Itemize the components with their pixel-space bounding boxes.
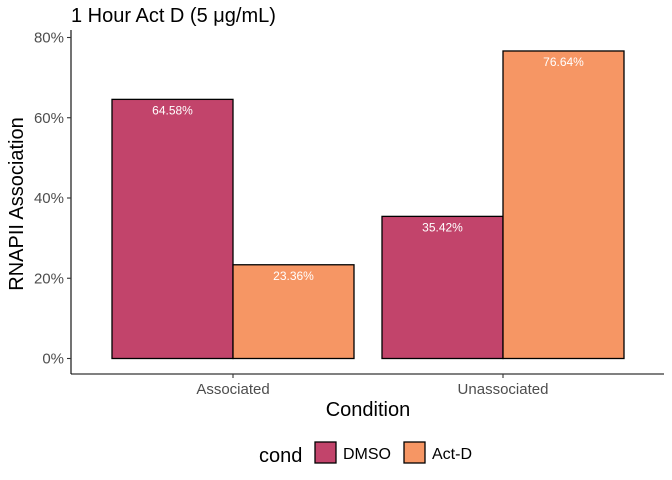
legend-key — [314, 441, 337, 464]
y-tick-label: 20% — [34, 270, 64, 287]
y-axis: 0% 20% 40% 60% 80% — [34, 30, 72, 374]
chart-title: 1 Hour Act D (5 μg/mL) — [71, 5, 276, 27]
bars — [111, 50, 625, 360]
x-tick-label: Unassociated — [458, 381, 549, 398]
legend-key — [403, 441, 426, 464]
x-axis-title: Condition — [326, 399, 411, 421]
x-tick-label: Associated — [196, 381, 269, 398]
bar-data-label: 76.64% — [543, 55, 584, 69]
bar-data-label: 23.36% — [273, 269, 314, 283]
y-axis-title: RNAPII Association — [6, 117, 28, 290]
y-tick-label: 0% — [42, 351, 64, 368]
y-tick-label: 60% — [34, 110, 64, 127]
bar — [502, 50, 625, 360]
legend-title: cond — [259, 445, 302, 467]
legend-label: Act-D — [432, 446, 472, 463]
bar-labels: 64.58% 23.36% 35.42% 76.64% — [152, 55, 584, 283]
bar — [232, 264, 355, 360]
legend: cond DMSO Act-D — [259, 441, 472, 467]
bar — [381, 215, 504, 360]
y-tick-label: 40% — [34, 190, 64, 207]
y-tick-label: 80% — [34, 30, 64, 47]
bar — [111, 98, 234, 360]
bar-data-label: 64.58% — [152, 103, 193, 117]
x-axis: Associated Unassociated — [71, 373, 664, 398]
bar-data-label: 35.42% — [422, 220, 463, 234]
legend-label: DMSO — [343, 446, 391, 463]
